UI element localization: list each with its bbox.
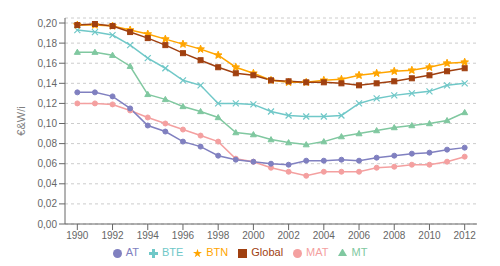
svg-text:0,12: 0,12: [38, 98, 58, 109]
svg-text:0,08: 0,08: [38, 138, 58, 149]
svg-text:0,02: 0,02: [38, 198, 58, 209]
svg-text:2008: 2008: [383, 230, 406, 241]
svg-text:1996: 1996: [172, 230, 195, 241]
html-text:AT: AT: [125, 246, 139, 258]
svg-text:€&W/i: €&W/i: [15, 106, 27, 135]
html-text:Global: Global: [251, 246, 284, 258]
svg-text:0,20: 0,20: [38, 18, 58, 29]
svg-text:1994: 1994: [137, 230, 160, 241]
svg-text:0,14: 0,14: [38, 78, 58, 89]
html-text:BTN: BTN: [206, 246, 229, 258]
svg-text:2004: 2004: [313, 230, 336, 241]
svg-text:2006: 2006: [348, 230, 371, 241]
svg-text:0,18: 0,18: [38, 38, 58, 49]
html-text:MT: MT: [351, 246, 368, 258]
html-text:MAT: MAT: [306, 246, 329, 258]
html-text:BTE: BTE: [161, 246, 184, 258]
svg-text:0,04: 0,04: [38, 178, 58, 189]
svg-text:1998: 1998: [207, 230, 230, 241]
svg-text:1990: 1990: [66, 230, 89, 241]
svg-text:0,06: 0,06: [38, 158, 58, 169]
svg-text:1992: 1992: [101, 230, 124, 241]
svg-text:0,00: 0,00: [38, 219, 58, 230]
svg-text:0,16: 0,16: [38, 58, 58, 69]
svg-text:2010: 2010: [418, 230, 441, 241]
svg-text:0,10: 0,10: [38, 118, 58, 129]
svg-text:2002: 2002: [277, 230, 300, 241]
svg-text:2000: 2000: [242, 230, 265, 241]
svg-text:2012: 2012: [454, 230, 477, 241]
